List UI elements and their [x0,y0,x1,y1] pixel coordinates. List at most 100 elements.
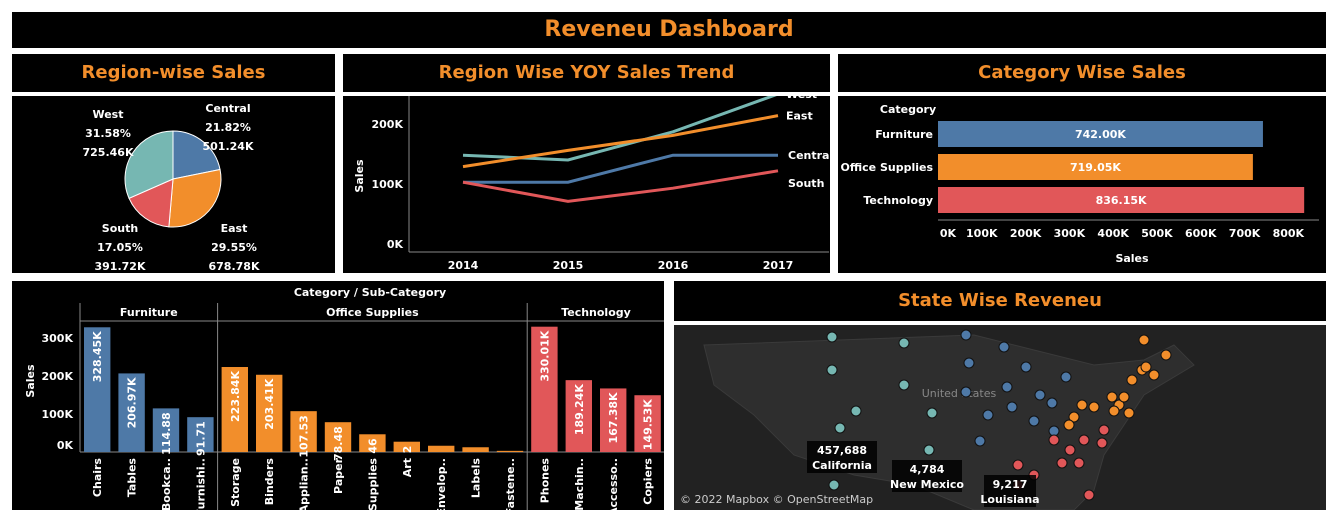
state-marker [1056,457,1068,469]
subcategory-x-label: Phones [538,458,551,504]
subcategory-group-label: Office Supplies [326,306,419,319]
subcategory-bar [359,434,386,452]
state-tooltip-box [892,460,962,492]
subcategory-x-label: Machin.. [573,458,586,510]
yoy-y-label: Sales [353,159,366,193]
state-marker [1138,334,1150,346]
pie-label-percent: 29.55% [211,241,257,254]
subcategory-x-label: Furnishi.. [194,458,207,510]
state-marker [1098,424,1110,436]
subcategory-bar [324,422,352,452]
subcategory-bar [600,388,627,452]
state-tooltip-box [984,475,1036,507]
subcategory-title: Category / Sub-Category [294,286,446,299]
pie-label-name: Central [205,102,250,115]
subcategory-bar [152,408,180,452]
pie-label-value: 678.78K [209,260,260,273]
state-header: State Wise Reveneu [674,281,1326,321]
category-x-tick: 300K [1054,227,1086,240]
subcategory-x-label: Accesso.. [607,458,620,510]
category-x-label: Sales [1115,252,1149,265]
subcategory-y-tick: 300K [42,332,74,345]
region-pie-title: Region-wise Sales [81,62,266,83]
state-marker [923,444,935,456]
category-x-tick: 500K [1141,227,1173,240]
subcategory-value-label: 206.97K [126,377,139,428]
state-marker [1088,401,1100,413]
subcategory-panel: Category / Sub-Category Sales 0K 100K 200K 30… [12,281,664,516]
subcategory-y-tick: 0K [57,439,74,452]
state-marker [1078,434,1090,446]
state-tooltip-name: California [812,459,872,472]
yoy-header: Region Wise YOY Sales Trend [343,54,830,92]
category-title: Category Wise Sales [978,62,1186,83]
subcategory-value-label: 330.01K [538,330,551,381]
state-tooltip-value: 9,217 [993,478,1028,491]
subcategory-x-label: Chairs [91,458,104,498]
pie-label-percent: 21.82% [205,121,251,134]
yoy-title: Region Wise YOY Sales Trend [438,62,735,83]
subcategory-x-label: Binders [263,458,276,506]
category-bar [938,154,1253,180]
pie-label-name: West [92,108,123,121]
category-bar-chart: Category Furniture 742.00K Office Supplies 7… [841,103,1319,265]
yoy-y-tick: 200K [372,118,404,131]
subcategory-x-label: Envelop.. [435,458,448,510]
pie-label-name: South [102,222,138,235]
map-country-label: United States [922,387,997,400]
state-marker [1064,444,1076,456]
state-title: State Wise Reveneu [898,290,1102,311]
state-marker [1118,391,1130,403]
state-tooltip-value: 4,784 [910,463,945,476]
state-marker [1048,434,1060,446]
state-map-panel[interactable]: United States 457,688 California 4,784 New M… [674,325,1326,511]
state-marker [1140,361,1152,373]
dashboard-title-bar: Reveneu Dashboard [12,12,1326,48]
category-value-label: 719.05K [1070,161,1121,174]
state-marker [1126,374,1138,386]
state-marker [898,379,910,391]
subcategory-value-label: 78.48 [332,426,345,461]
yoy-line-south [462,169,779,203]
region-pie-chart: Central 21.82% 501.24K East 29.55% 678.78K Sou… [83,102,260,273]
state-marker [1028,415,1040,427]
state-marker [826,364,838,376]
state-marker [963,357,975,369]
yoy-x-tick: 2015 [553,259,584,272]
state-marker [1020,361,1032,373]
state-marker [1060,371,1072,383]
subcategory-bar [531,326,558,452]
pie-label-percent: 31.58% [85,127,131,140]
yoy-x-tick: 2014 [448,259,479,272]
subcategory-bar-chart: Category / Sub-Category Sales 0K 100K 200K 30… [24,286,664,516]
subcategory-bar [393,441,420,452]
subcategory-bar [118,373,145,452]
state-marker [982,409,994,421]
subcategory-bar [428,445,455,452]
state-marker [1123,407,1135,419]
subcategory-value-label: 91.71 [194,421,207,456]
yoy-series-label: East [786,110,813,123]
subcategory-x-label: Labels [470,458,483,499]
subcategory-value-label: 328.45K [91,331,104,382]
subcategory-value-label: 107.53 [298,415,311,457]
category-x-tick: 100K [966,227,998,240]
subcategory-x-label: Storage [229,458,242,507]
region-pie-header: Region-wise Sales [12,54,335,92]
state-marker [1106,391,1118,403]
subcategory-value-label: 114.88 [160,412,173,454]
subcategory-bar [565,380,592,452]
category-label: Furniture [875,128,933,141]
state-map[interactable]: United States 457,688 California 4,784 New M… [674,325,1326,511]
pie-label-value: 725.46K [83,146,134,159]
subcategory-bar [221,367,248,452]
state-marker [1063,419,1075,431]
subcategory-bar [84,327,111,452]
state-tooltip-name: New Mexico [890,478,964,491]
subcategory-value-label: 203.41K [263,378,276,429]
state-tooltip-name: Louisiana [980,493,1039,506]
state-marker [1096,437,1108,449]
state-marker [826,331,838,343]
subcategory-bar [290,411,317,452]
usa-landmass [703,334,1195,511]
